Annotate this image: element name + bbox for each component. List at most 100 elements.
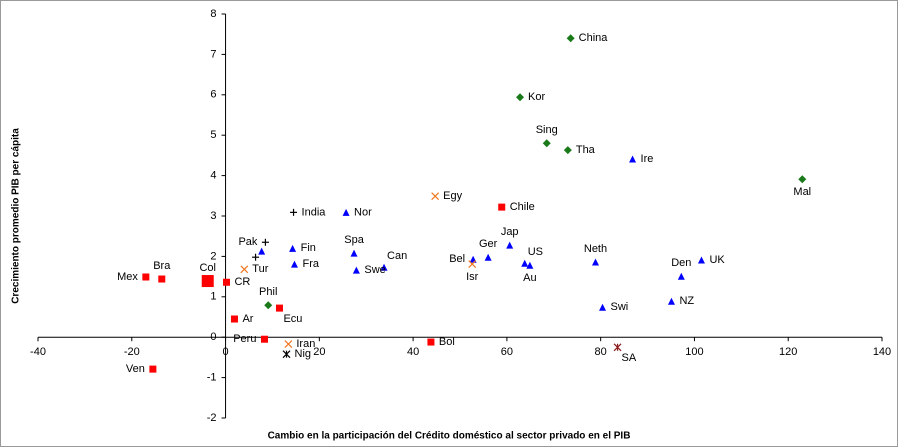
x-tick-label: -20: [124, 346, 140, 358]
x-tick-label: 60: [501, 346, 513, 358]
y-tick-label: 0: [210, 331, 216, 343]
x-tick-label: 0: [222, 346, 228, 358]
point-label: Mal: [793, 186, 811, 198]
point: [468, 260, 477, 269]
point: [592, 258, 600, 266]
x-axis-label: Cambio en la participación del Crédito d…: [268, 431, 631, 442]
x-tick-label: -40: [30, 346, 46, 358]
point-label: Pak: [238, 236, 257, 248]
point-label: NZ: [679, 295, 694, 307]
marker-shape: [798, 175, 807, 184]
point: [629, 155, 637, 163]
y-tick-label: 5: [210, 129, 216, 141]
point: [667, 297, 675, 305]
marker-shape: [258, 247, 266, 255]
point: [282, 350, 291, 359]
x-tick-label: 100: [685, 346, 703, 358]
point: [264, 301, 273, 310]
point-label: Col: [199, 262, 216, 274]
y-tick-label: -2: [207, 412, 217, 424]
point: [290, 260, 298, 268]
marker-shape: [275, 304, 283, 312]
y-tick-label: 6: [210, 89, 216, 101]
y-tick-label: 8: [210, 8, 216, 20]
point-label: Bel: [449, 253, 465, 265]
y-tick-label: 1: [210, 291, 216, 303]
point-label: Au: [523, 272, 536, 284]
marker-shape: [260, 335, 268, 343]
point: [498, 203, 506, 211]
point-label: Ar: [242, 313, 253, 325]
marker-shape: [521, 259, 529, 267]
point: [677, 272, 685, 280]
point-label: Fra: [302, 258, 319, 270]
point: [613, 343, 622, 352]
point-label: Bra: [153, 260, 171, 272]
marker-shape: [142, 273, 150, 281]
marker-shape: [290, 260, 298, 268]
point: [342, 208, 350, 216]
marker-shape: [677, 272, 685, 280]
x-tick-label: 40: [407, 346, 419, 358]
point: [427, 338, 435, 346]
marker-shape: [506, 241, 514, 249]
point-label: Kor: [528, 91, 545, 103]
point-label: India: [302, 206, 327, 218]
point: [521, 259, 529, 267]
point-label: Ecu: [283, 313, 302, 325]
point: [506, 241, 514, 249]
marker-shape: [289, 244, 297, 252]
marker-shape: [350, 249, 358, 257]
point-label: Jap: [501, 226, 519, 238]
y-tick-label: 7: [210, 48, 216, 60]
y-tick-label: 3: [210, 210, 216, 222]
point-label: Egy: [443, 190, 462, 202]
point: [201, 275, 214, 288]
marker-shape: [697, 256, 705, 264]
point-label: Neth: [584, 243, 607, 255]
point: [352, 266, 360, 274]
point: [230, 315, 238, 323]
point: [261, 238, 269, 246]
marker-shape: [427, 338, 435, 346]
point: [252, 253, 260, 261]
point: [149, 365, 157, 373]
marker-shape: [222, 278, 230, 286]
marker-stroke: [240, 265, 249, 274]
point-label: Nor: [354, 206, 372, 218]
point-label: Tur: [252, 263, 268, 275]
point-label: Mex: [117, 271, 138, 283]
marker-shape: [158, 275, 166, 283]
marker-shape: [516, 93, 525, 102]
y-tick-label: -1: [207, 372, 217, 384]
point-label: SA: [622, 352, 637, 364]
marker-shape: [563, 146, 572, 155]
marker-shape: [498, 203, 506, 211]
point-label: Swi: [611, 301, 629, 313]
point: [222, 278, 230, 286]
point: [516, 93, 525, 102]
marker-shape: [201, 275, 214, 288]
marker-stroke: [431, 192, 440, 201]
point: [697, 256, 705, 264]
y-tick-label: 4: [210, 170, 216, 182]
marker-shape: [629, 155, 637, 163]
point-label: Can: [387, 250, 407, 262]
point: [599, 303, 607, 311]
marker-shape: [230, 315, 238, 323]
point-label: Fin: [301, 242, 316, 254]
x-tick-label: 20: [313, 346, 325, 358]
point-label: China: [579, 32, 609, 44]
point-label: US: [528, 246, 543, 258]
point: [431, 192, 440, 201]
point: [484, 253, 492, 261]
point: [240, 265, 249, 274]
point-label: Iran: [296, 338, 315, 350]
point-label: Nig: [295, 348, 312, 360]
point-label: Ire: [641, 153, 654, 165]
point: [158, 275, 166, 283]
point-label: Den: [671, 257, 691, 269]
y-axis-label: Crecimiento promedio PIB per cápita: [11, 128, 22, 304]
marker-shape: [149, 365, 157, 373]
